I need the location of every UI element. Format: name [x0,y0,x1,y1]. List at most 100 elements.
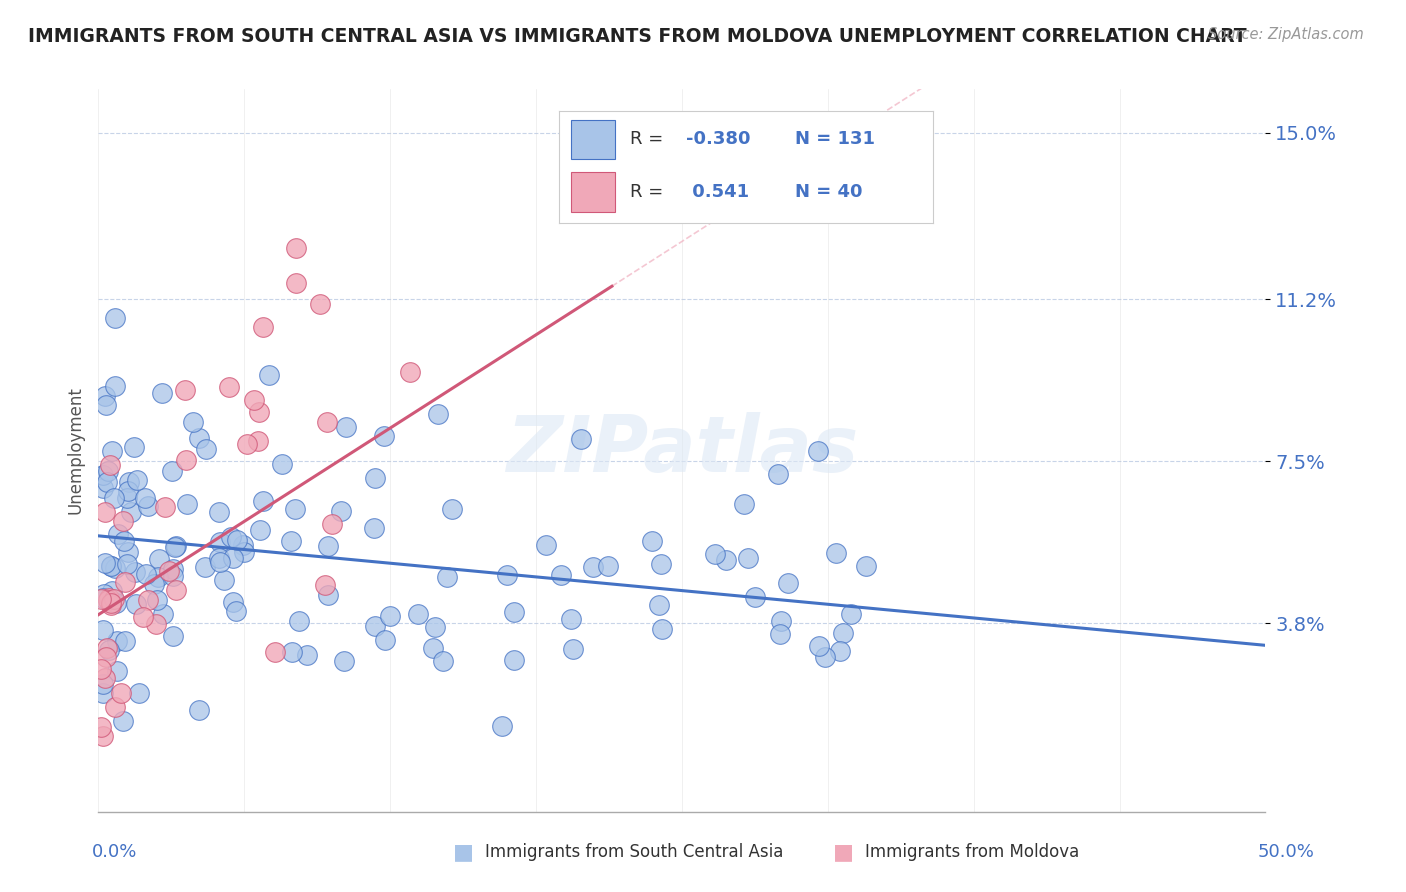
Point [222,550,245,565]
Point [94,399,117,413]
Point [125,597,148,611]
Point [96,650,118,665]
Point [503,605,526,619]
Point [650,557,672,571]
Point [373,428,395,442]
Point [333,654,356,668]
Point [90,663,112,677]
Point [100,598,122,612]
Point [115,491,138,505]
Point [569,432,592,446]
Point [145,616,167,631]
Point [146,592,169,607]
Point [432,654,454,668]
Point [316,539,339,553]
Point [165,539,187,553]
Point [330,504,353,518]
Point [247,434,270,448]
Point [714,552,737,566]
Text: 50.0%: 50.0% [1258,843,1315,861]
Point [98,591,121,605]
Point [737,550,759,565]
Point [233,545,256,559]
Point [162,629,184,643]
Point [321,517,343,532]
Point [157,564,180,578]
Point [208,505,231,519]
Point [561,641,583,656]
Point [252,494,274,508]
Point [280,534,302,549]
Point [128,686,150,700]
Point [703,547,725,561]
Point [257,368,280,382]
Point [582,560,605,574]
Point [436,570,458,584]
Point [162,562,184,576]
Point [107,526,129,541]
Point [503,653,526,667]
Point [766,467,789,481]
Point [283,502,305,516]
Point [249,523,271,537]
Point [120,505,142,519]
Point [176,498,198,512]
Point [316,588,339,602]
Point [188,431,211,445]
Point [150,385,173,400]
Point [212,573,235,587]
Point [534,538,557,552]
Point [807,444,830,458]
Point [91,591,114,606]
Text: ■: ■ [834,842,853,862]
Y-axis label: Unemployment: Unemployment [66,386,84,515]
Point [769,626,792,640]
Point [839,607,862,621]
Point [378,608,401,623]
Point [90,720,112,734]
Point [98,643,121,657]
Point [118,475,141,489]
Point [560,611,582,625]
Point [114,634,136,648]
Point [94,671,117,685]
Point [364,471,387,485]
Point [284,276,307,290]
Point [93,389,115,403]
Point [138,592,160,607]
Point [91,730,114,744]
Point [148,551,170,566]
Point [111,714,134,728]
Point [112,534,135,549]
Point [134,491,156,506]
Point [316,415,339,429]
Point [640,533,662,548]
Point [398,365,420,379]
Point [105,595,128,609]
Point [252,320,274,334]
Point [125,474,148,488]
Point [195,442,218,456]
Point [281,645,304,659]
Point [124,565,146,579]
Point [91,686,114,700]
Point [181,415,204,429]
Point [425,619,447,633]
Point [91,677,114,691]
Point [236,436,259,450]
Text: ■: ■ [454,842,474,862]
Point [103,491,125,506]
Text: ZIPatlas: ZIPatlas [506,412,858,489]
Point [100,559,122,574]
Point [314,578,336,592]
Point [243,393,266,408]
Point [104,310,127,325]
Point [225,604,247,618]
Point [550,568,572,582]
Point [173,383,195,397]
Point [98,458,121,472]
Point [162,569,184,583]
Point [96,641,118,656]
Text: IMMIGRANTS FROM SOUTH CENTRAL ASIA VS IMMIGRANTS FROM MOLDOVA UNEMPLOYMENT CORRE: IMMIGRANTS FROM SOUTH CENTRAL ASIA VS IM… [28,27,1247,45]
Point [219,530,242,544]
